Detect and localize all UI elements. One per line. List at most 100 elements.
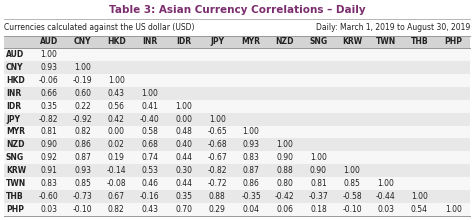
Text: 0.19: 0.19 (108, 153, 125, 162)
Bar (4, 203, 470, 216)
Text: 0.86: 0.86 (74, 140, 91, 149)
Text: -0.16: -0.16 (140, 192, 160, 201)
Text: 0.41: 0.41 (141, 102, 158, 111)
Text: -0.19: -0.19 (73, 76, 92, 85)
Bar (4, 138, 470, 151)
Text: AUD: AUD (40, 37, 58, 46)
Text: HKD: HKD (107, 37, 126, 46)
Text: KRW: KRW (6, 166, 26, 175)
Text: 0.35: 0.35 (175, 192, 192, 201)
Bar (4, 177, 470, 190)
Text: SNG: SNG (6, 153, 24, 162)
Text: 0.70: 0.70 (175, 205, 192, 214)
Text: 0.87: 0.87 (74, 153, 91, 162)
Text: 1.00: 1.00 (243, 128, 259, 136)
Text: 0.60: 0.60 (74, 89, 91, 98)
Text: NZD: NZD (275, 37, 294, 46)
Text: -0.82: -0.82 (39, 115, 59, 124)
Text: -0.73: -0.73 (73, 192, 92, 201)
Bar (4, 164, 470, 177)
Text: 1.00: 1.00 (276, 140, 293, 149)
Text: 0.06: 0.06 (276, 205, 293, 214)
Text: 0.40: 0.40 (175, 140, 192, 149)
Text: IDR: IDR (6, 102, 21, 111)
Text: TWN: TWN (6, 179, 26, 188)
Text: -0.42: -0.42 (275, 192, 294, 201)
Bar (4, 48, 470, 61)
Text: Table 3: Asian Currency Correlations – Daily: Table 3: Asian Currency Correlations – D… (109, 5, 365, 15)
Text: NZD: NZD (6, 140, 25, 149)
Text: 1.00: 1.00 (445, 205, 462, 214)
Text: 1.00: 1.00 (74, 63, 91, 72)
Text: 1.00: 1.00 (141, 89, 158, 98)
Text: -0.92: -0.92 (73, 115, 92, 124)
Text: 0.92: 0.92 (40, 153, 57, 162)
Text: -0.14: -0.14 (107, 166, 126, 175)
Text: 0.48: 0.48 (175, 128, 192, 136)
Text: -0.40: -0.40 (140, 115, 160, 124)
Text: CNY: CNY (74, 37, 91, 46)
Text: 0.80: 0.80 (276, 179, 293, 188)
Text: 0.74: 0.74 (141, 153, 158, 162)
Bar (4, 190, 470, 203)
Bar (4, 87, 470, 100)
Text: 0.43: 0.43 (108, 89, 125, 98)
Text: 0.42: 0.42 (108, 115, 125, 124)
Text: 0.85: 0.85 (344, 179, 361, 188)
Text: -0.72: -0.72 (208, 179, 227, 188)
Text: 0.81: 0.81 (40, 128, 57, 136)
Text: HKD: HKD (6, 76, 25, 85)
Text: 0.54: 0.54 (411, 205, 428, 214)
Text: 0.56: 0.56 (108, 102, 125, 111)
Text: -0.06: -0.06 (39, 76, 59, 85)
Text: -0.67: -0.67 (208, 153, 227, 162)
Text: -0.35: -0.35 (241, 192, 261, 201)
Text: INR: INR (142, 37, 157, 46)
Bar (4, 126, 470, 138)
Bar (4, 100, 470, 113)
Text: TWN: TWN (375, 37, 396, 46)
Text: 1.00: 1.00 (377, 179, 394, 188)
Text: 1.00: 1.00 (175, 102, 192, 111)
Text: 1.00: 1.00 (411, 192, 428, 201)
Text: -0.60: -0.60 (39, 192, 59, 201)
Text: 0.18: 0.18 (310, 205, 327, 214)
Text: -0.10: -0.10 (73, 205, 92, 214)
Text: CNY: CNY (6, 63, 24, 72)
Text: PHP: PHP (6, 205, 24, 214)
Text: JPY: JPY (6, 115, 20, 124)
Text: 0.44: 0.44 (175, 179, 192, 188)
Text: 0.22: 0.22 (74, 102, 91, 111)
Text: 0.00: 0.00 (175, 115, 192, 124)
Text: 1.00: 1.00 (108, 76, 125, 85)
Bar (4, 36, 470, 48)
Text: 0.93: 0.93 (40, 63, 57, 72)
Text: 0.02: 0.02 (108, 140, 125, 149)
Text: 1.00: 1.00 (344, 166, 361, 175)
Text: 0.30: 0.30 (175, 166, 192, 175)
Text: Currencies calculated against the US dollar (USD): Currencies calculated against the US dol… (4, 22, 194, 31)
Text: MYR: MYR (6, 128, 25, 136)
Text: -0.44: -0.44 (376, 192, 396, 201)
Text: 0.88: 0.88 (276, 166, 293, 175)
Text: KRW: KRW (342, 37, 362, 46)
Text: 0.88: 0.88 (209, 192, 226, 201)
Text: 0.83: 0.83 (40, 179, 57, 188)
Text: -0.68: -0.68 (208, 140, 227, 149)
Text: -0.37: -0.37 (309, 192, 328, 201)
Text: 0.90: 0.90 (40, 140, 57, 149)
Text: 0.66: 0.66 (40, 89, 57, 98)
Text: THB: THB (6, 192, 24, 201)
Bar (4, 113, 470, 126)
Text: -0.10: -0.10 (342, 205, 362, 214)
Text: 0.90: 0.90 (276, 153, 293, 162)
Text: 0.43: 0.43 (141, 205, 158, 214)
Text: 1.00: 1.00 (40, 50, 57, 59)
Text: 0.83: 0.83 (243, 153, 259, 162)
Text: 1.00: 1.00 (209, 115, 226, 124)
Text: 0.04: 0.04 (243, 205, 259, 214)
Text: 0.93: 0.93 (243, 140, 259, 149)
Text: 1.00: 1.00 (310, 153, 327, 162)
Text: JPY: JPY (210, 37, 224, 46)
Text: 0.90: 0.90 (310, 166, 327, 175)
